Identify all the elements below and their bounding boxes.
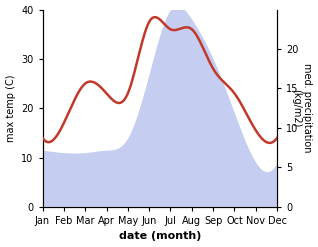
Y-axis label: med. precipitation
(kg/m2): med. precipitation (kg/m2) <box>291 63 313 153</box>
Y-axis label: max temp (C): max temp (C) <box>5 74 16 142</box>
X-axis label: date (month): date (month) <box>119 231 201 242</box>
